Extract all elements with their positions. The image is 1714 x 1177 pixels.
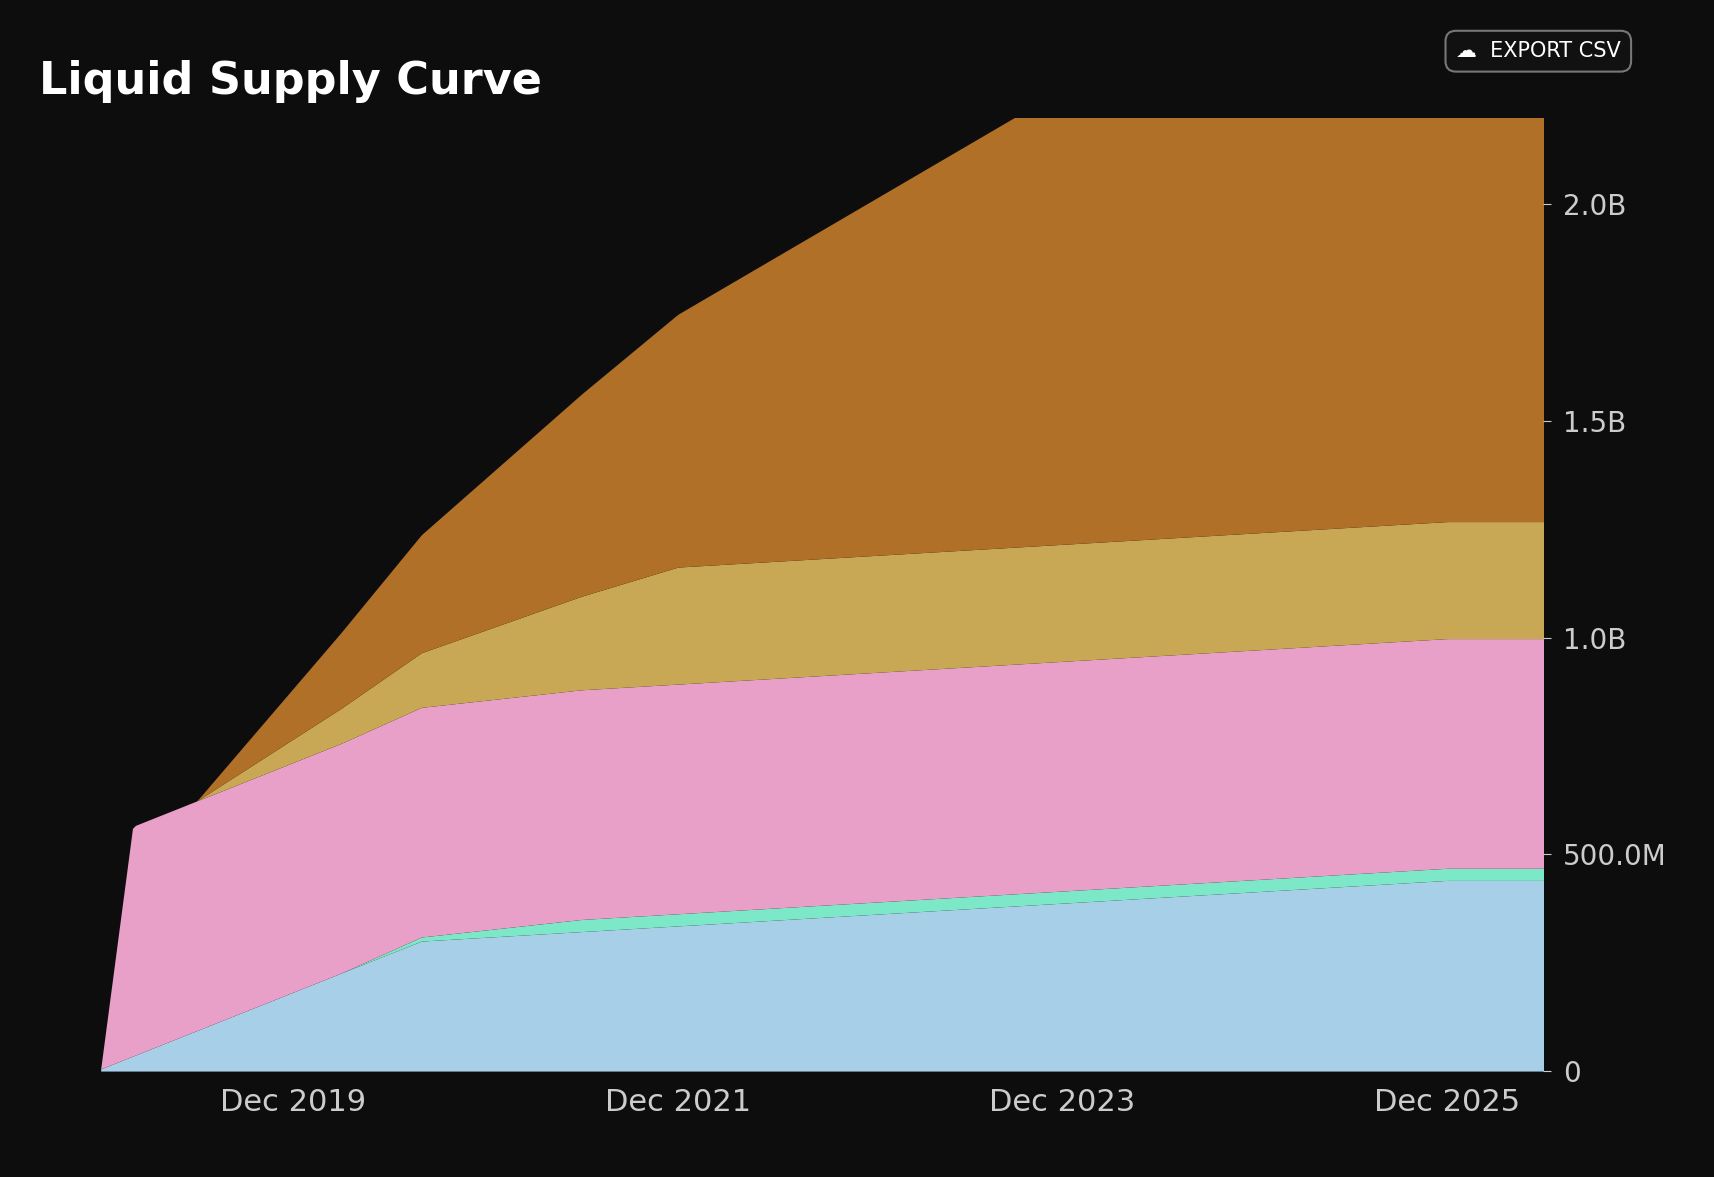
Text: Liquid Supply Curve: Liquid Supply Curve — [39, 60, 542, 104]
Text: ☁  EXPORT CSV: ☁ EXPORT CSV — [1455, 41, 1620, 61]
